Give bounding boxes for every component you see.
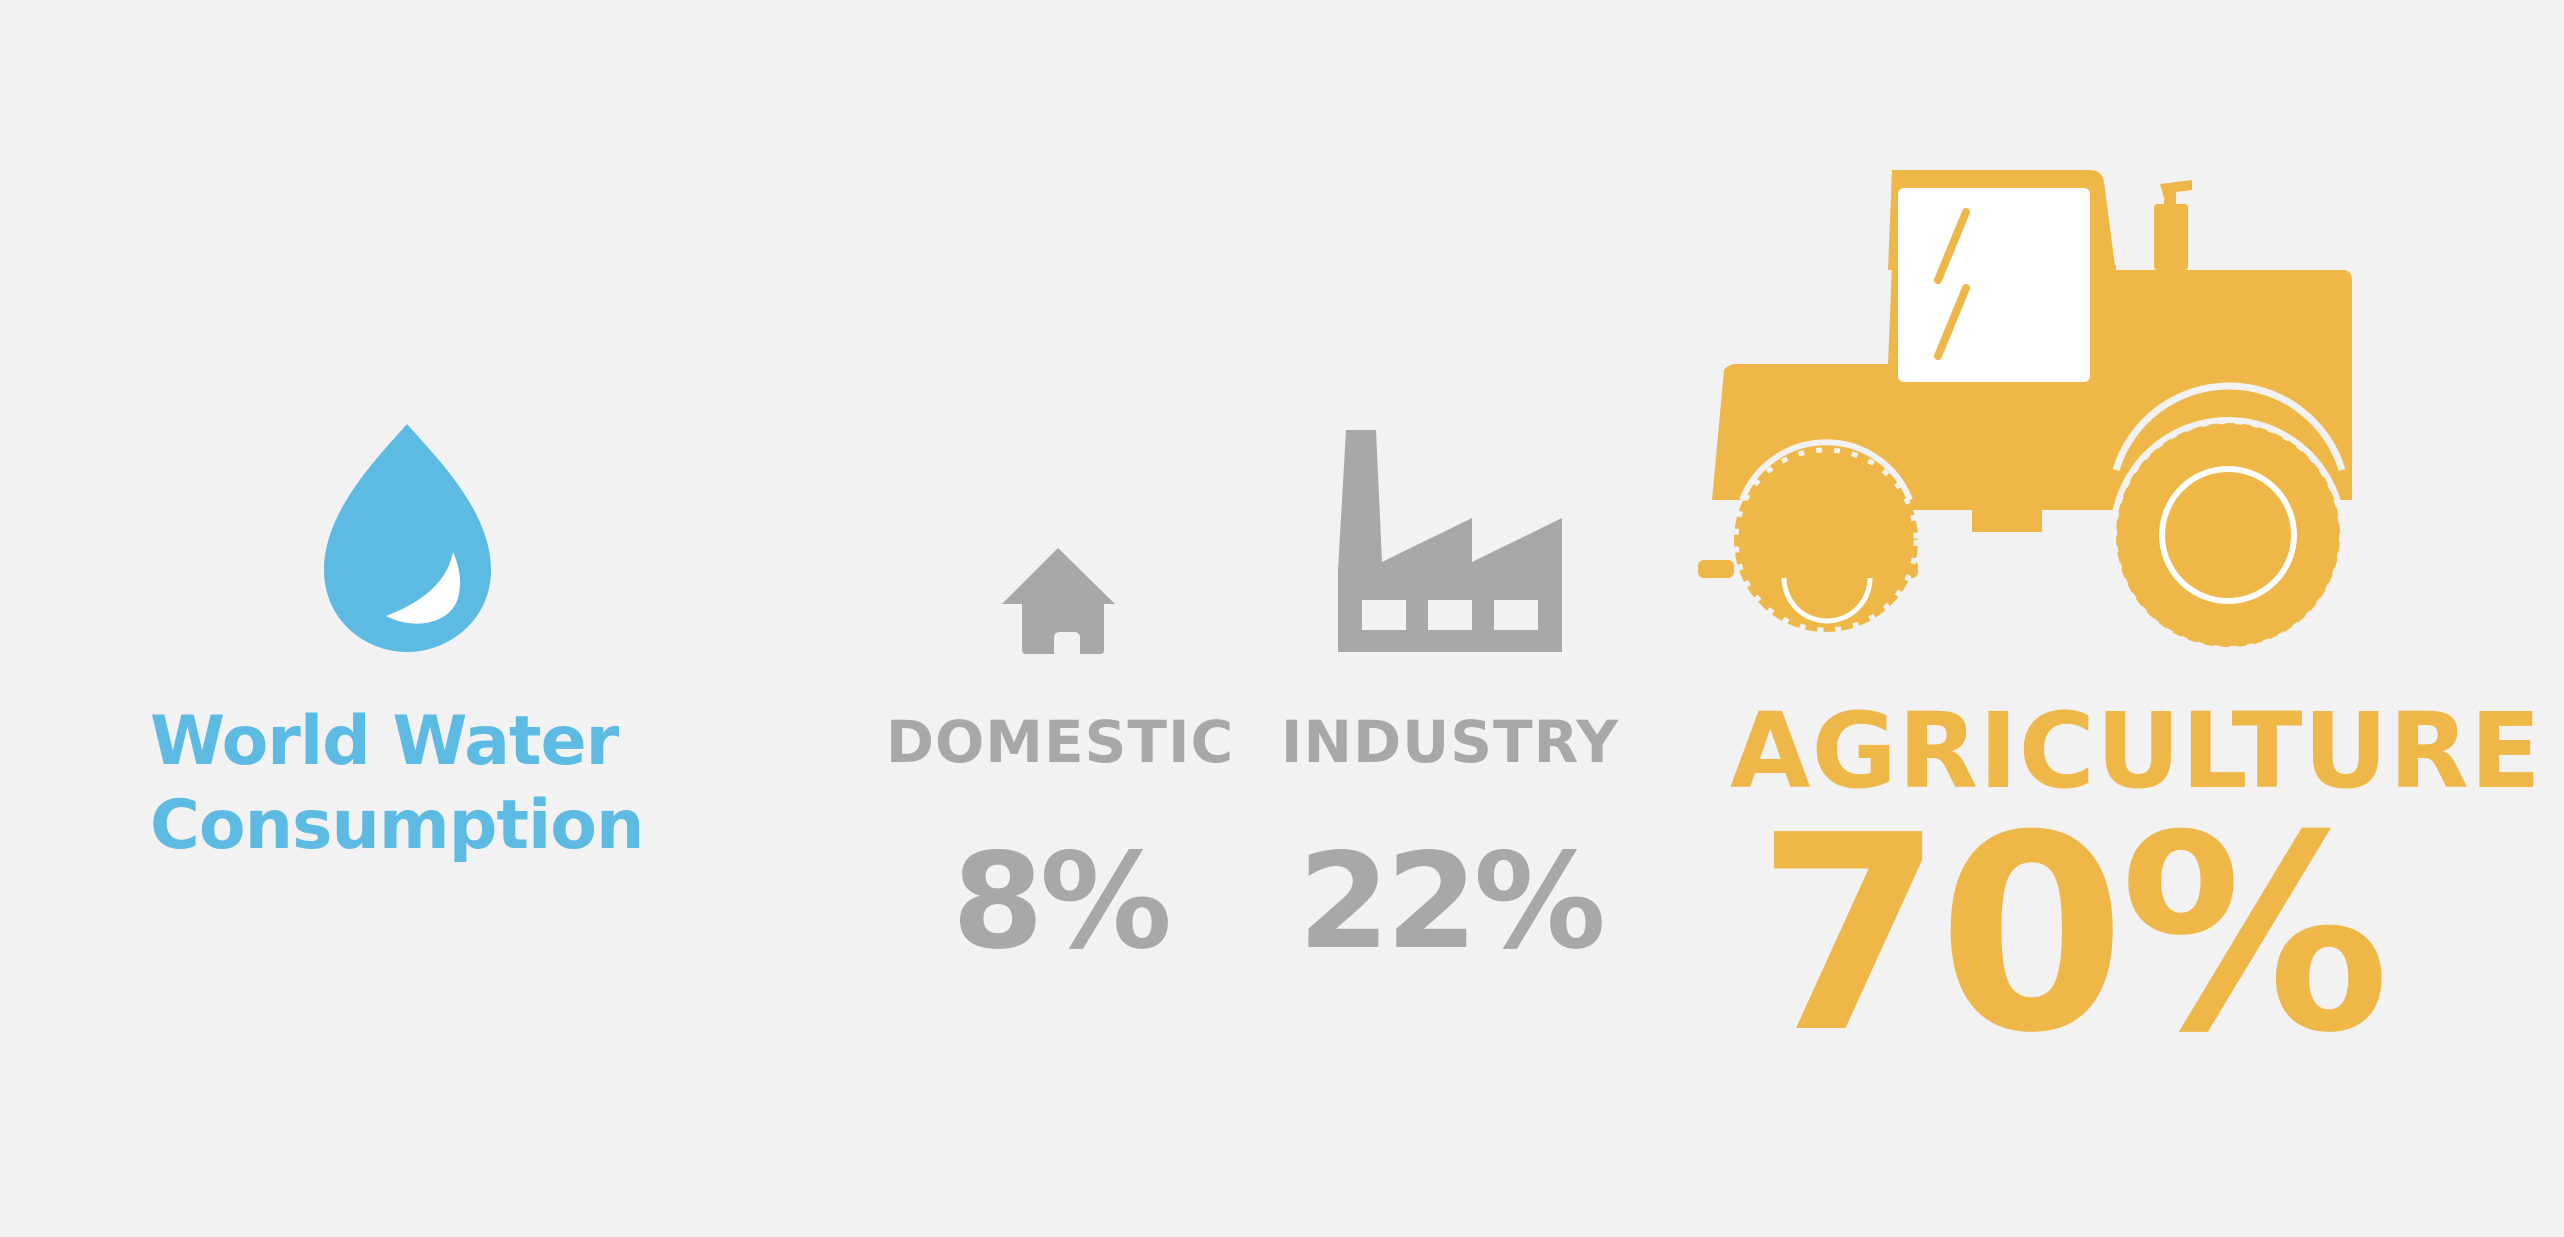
industry-label: INDUSTRY (1280, 708, 1620, 776)
domestic-value: 8% (951, 825, 1172, 979)
tractor-icon (1698, 170, 2352, 653)
house-icon (1000, 546, 1118, 656)
title-line-1: World Water (150, 702, 619, 781)
title-line-2: Consumption (150, 786, 644, 865)
factory-icon (1338, 430, 1563, 654)
agriculture-label: AGRICULTURE (1730, 690, 2542, 812)
water-drop-icon (320, 420, 495, 655)
agriculture-value: 70% (1755, 777, 2390, 1092)
industry-value: 22% (1298, 825, 1606, 979)
domestic-label: DOMESTIC (885, 708, 1235, 776)
chart-title: World Water Consumption (150, 700, 670, 868)
